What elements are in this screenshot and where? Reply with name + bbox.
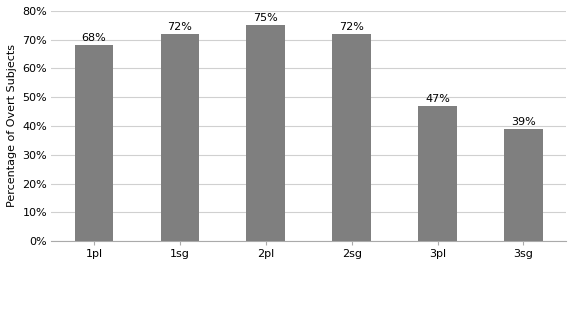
Bar	[160, 34, 199, 241]
Bar	[504, 129, 543, 241]
Bar	[418, 106, 457, 241]
Text: 39%: 39%	[511, 117, 536, 127]
Text: 75%: 75%	[253, 13, 278, 23]
Bar	[332, 34, 371, 241]
Text: 68%: 68%	[82, 33, 107, 44]
Bar	[75, 45, 113, 241]
Y-axis label: Percentage of Overt Subjects: Percentage of Overt Subjects	[7, 44, 17, 207]
Text: 72%: 72%	[339, 22, 364, 32]
Bar	[246, 25, 285, 241]
Text: 47%: 47%	[425, 94, 450, 104]
Text: 72%: 72%	[167, 22, 193, 32]
